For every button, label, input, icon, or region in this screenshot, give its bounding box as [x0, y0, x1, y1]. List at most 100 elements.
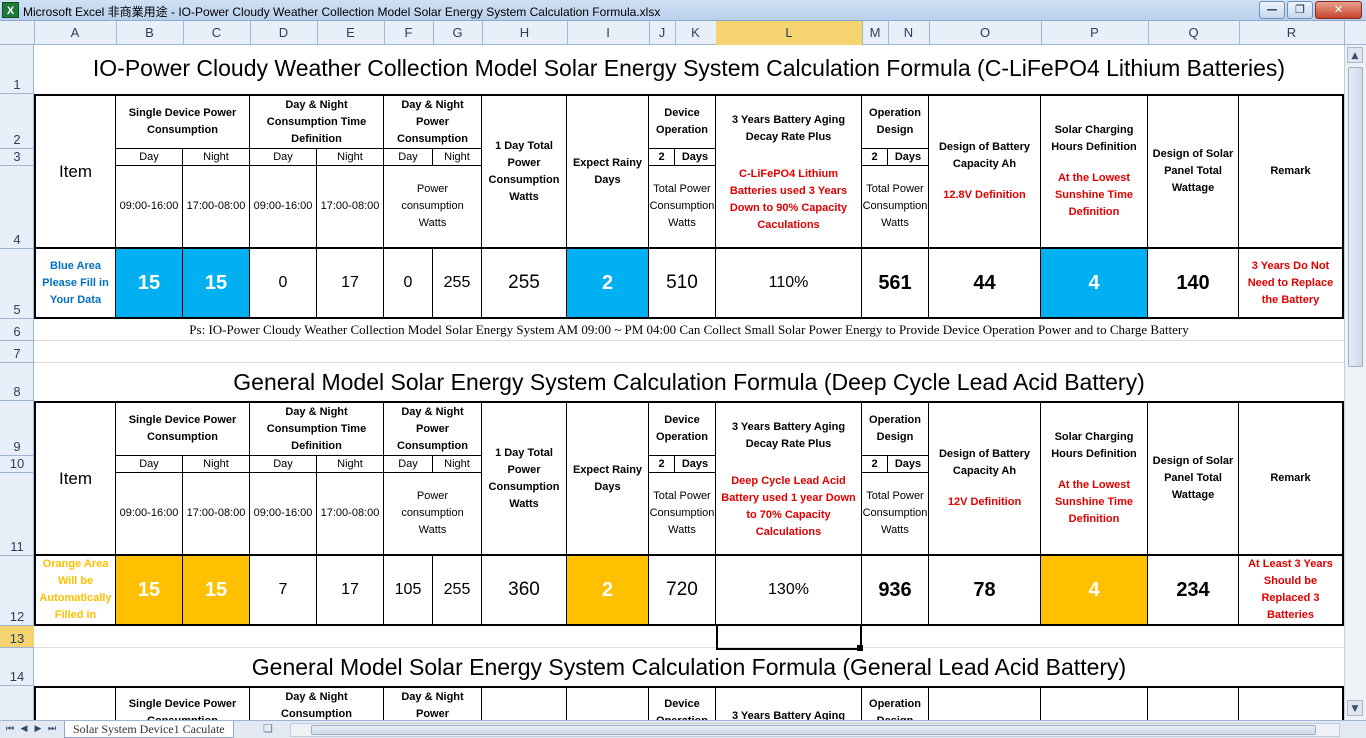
fill-handle[interactable] [857, 645, 863, 651]
day-hours-cell[interactable]: 0 [250, 249, 317, 319]
restore-button[interactable]: ❐ [1287, 1, 1313, 19]
scroll-up-icon[interactable]: ▲ [1347, 47, 1363, 63]
row-header-11[interactable]: 11 [0, 473, 34, 556]
solar-charging-header: Solar Charging Hours Definition [1051, 431, 1137, 460]
column-header-m[interactable]: M [862, 21, 889, 45]
vertical-scrollbar[interactable]: ▲ ▼ [1344, 45, 1366, 720]
row-header-5[interactable]: 5 [0, 249, 34, 319]
remark-value[interactable]: At Least 3 Years Should be Replaced 3 Ba… [1239, 556, 1344, 626]
sheet-tab-active[interactable]: Solar System Device1 Caculate [64, 721, 234, 738]
column-header-q[interactable]: Q [1148, 21, 1240, 45]
column-header-j[interactable]: J [649, 21, 676, 45]
battery-aging-header: 3 Years Battery Aging [716, 686, 862, 720]
rainy-days-input[interactable]: 2 [567, 249, 649, 319]
row-header-14[interactable]: 14 [0, 648, 34, 686]
charging-hours-auto[interactable]: 4 [1041, 556, 1148, 626]
column-header-e[interactable]: E [317, 21, 385, 45]
select-all-corner[interactable] [0, 21, 35, 45]
panel-wattage-value[interactable]: 234 [1148, 556, 1239, 626]
operation-design-cell[interactable]: 936 [862, 556, 929, 626]
solar-charging-header-partial [1041, 686, 1148, 720]
panel-wattage-value[interactable]: 140 [1148, 249, 1239, 319]
battery-capacity-value[interactable]: 78 [929, 556, 1041, 626]
column-header-a[interactable]: A [34, 21, 117, 45]
battery-capacity-header-partial [929, 686, 1041, 720]
battery-capacity-cell: Design of Battery Capacity Ah 12V Defini… [929, 401, 1041, 556]
night-hours-cell[interactable]: 17 [317, 556, 384, 626]
expect-rainy-header-partial [567, 686, 649, 720]
decay-rate-cell[interactable]: 130% [716, 556, 862, 626]
column-header-k[interactable]: K [675, 21, 717, 45]
prev-sheet-icon[interactable]: ◀ [20, 724, 28, 734]
scroll-down-icon[interactable]: ▼ [1347, 700, 1363, 716]
column-header-d[interactable]: D [250, 21, 318, 45]
row-header-4[interactable]: 4 [0, 166, 34, 249]
two-label: 2 [862, 456, 888, 473]
row-header-13[interactable]: 13 [0, 626, 34, 648]
column-header-l[interactable]: L [716, 21, 863, 45]
row-header-6[interactable]: 6 [0, 319, 34, 341]
night-range: 17:00-08:00 [317, 473, 384, 556]
column-header-r[interactable]: R [1239, 21, 1345, 45]
column-header-h[interactable]: H [482, 21, 568, 45]
row-header-1[interactable]: 1 [0, 45, 34, 94]
row-header-8[interactable]: 8 [0, 363, 34, 401]
days-label: Days [888, 456, 929, 473]
expect-rainy-header: Expect Rainy Days [567, 401, 649, 556]
night-consumption-cell[interactable]: 255 [433, 556, 482, 626]
row-header-7[interactable]: 7 [0, 341, 34, 363]
day-power-input[interactable]: 15 [116, 249, 183, 319]
two-label: 2 [649, 456, 675, 473]
rainy-days-auto[interactable]: 2 [567, 556, 649, 626]
night-consumption-cell[interactable]: 255 [433, 249, 482, 319]
device-operation-cell[interactable]: 510 [649, 249, 716, 319]
next-sheet-icon[interactable]: ▶ [34, 724, 42, 734]
column-header-o[interactable]: O [929, 21, 1042, 45]
horizontal-scroll-thumb[interactable] [311, 725, 1316, 735]
day-consumption-cell[interactable]: 0 [384, 249, 433, 319]
minimize-button[interactable]: — [1259, 1, 1285, 19]
column-header-c[interactable]: C [183, 21, 251, 45]
panel-wattage-header-partial [1148, 686, 1239, 720]
device-operation-cell[interactable]: 720 [649, 556, 716, 626]
night-hours-cell[interactable]: 17 [317, 249, 384, 319]
remark-value[interactable]: 3 Years Do Not Need to Replace the Batte… [1239, 249, 1344, 319]
row-header-3[interactable]: 3 [0, 149, 34, 166]
panel-wattage-header: Design of Solar Panel Total Wattage [1148, 94, 1239, 249]
operation-design-cell[interactable]: 561 [862, 249, 929, 319]
total-consumption-cell[interactable]: 255 [482, 249, 567, 319]
charging-hours-input[interactable]: 4 [1041, 249, 1148, 319]
excel-app-icon[interactable]: X [2, 2, 19, 18]
first-sheet-icon[interactable]: ⏮ [5, 724, 15, 734]
remark-header-partial [1239, 686, 1344, 720]
selected-cell-l13[interactable] [716, 625, 862, 650]
column-header-p[interactable]: P [1041, 21, 1149, 45]
column-header-f[interactable]: F [384, 21, 434, 45]
horizontal-scrollbar[interactable] [290, 723, 1340, 737]
row-header-2[interactable]: 2 [0, 94, 34, 149]
last-sheet-icon[interactable]: ⏭ [47, 724, 57, 734]
row-number: 3 [13, 149, 21, 164]
row-header-10[interactable]: 10 [0, 456, 34, 473]
close-button[interactable]: ✕ [1315, 1, 1362, 19]
day-consumption-cell[interactable]: 105 [384, 556, 433, 626]
worksheet-grid[interactable]: IO-Power Cloudy Weather Collection Model… [34, 45, 1344, 720]
column-header-n[interactable]: N [888, 21, 930, 45]
insert-sheet-icon[interactable]: ❏ [263, 722, 273, 735]
section-title-general: General Model Solar Energy System Calcul… [251, 654, 1127, 680]
night-power-auto[interactable]: 15 [183, 556, 250, 626]
total-consumption-cell[interactable]: 360 [482, 556, 567, 626]
battery-capacity-value[interactable]: 44 [929, 249, 1041, 319]
decay-rate-cell[interactable]: 110% [716, 249, 862, 319]
column-header-b[interactable]: B [116, 21, 184, 45]
column-header-g[interactable]: G [433, 21, 483, 45]
day-power-auto[interactable]: 15 [116, 556, 183, 626]
window-title-bar: X Microsoft Excel 非商業用途 - IO-Power Cloud… [0, 0, 1366, 21]
row-header-9[interactable]: 9 [0, 401, 34, 456]
night-power-input[interactable]: 15 [183, 249, 250, 319]
row-header-12[interactable]: 12 [0, 556, 34, 626]
column-header-i[interactable]: I [567, 21, 650, 45]
vertical-scroll-thumb[interactable] [1348, 67, 1363, 367]
day-hours-cell[interactable]: 7 [250, 556, 317, 626]
night-label: Night [317, 456, 384, 473]
